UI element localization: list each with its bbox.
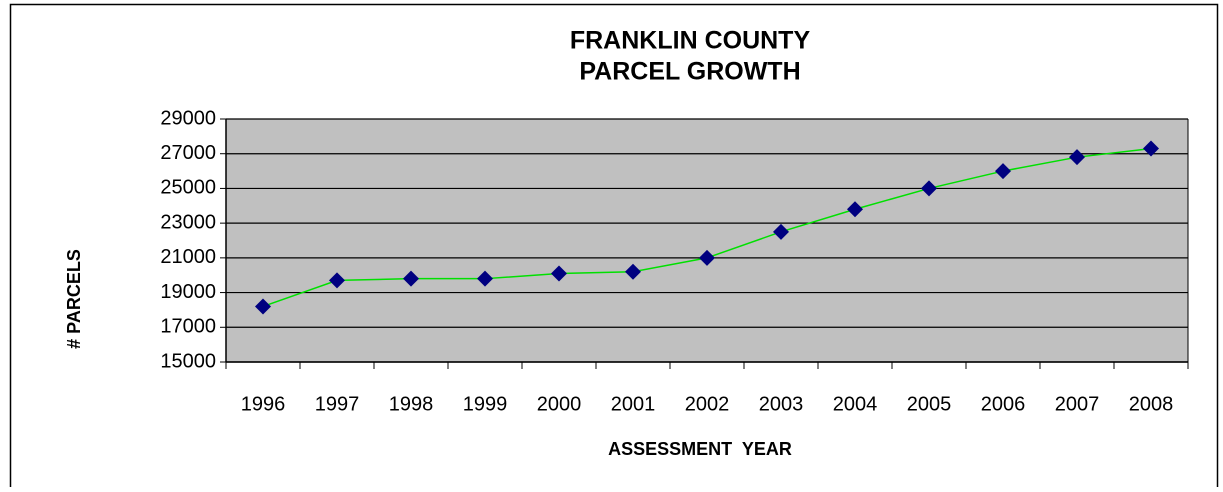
data-point <box>255 298 271 315</box>
data-point <box>477 270 493 287</box>
chart-title: FRANKLIN COUNTY <box>570 27 811 55</box>
plot-area <box>226 119 1188 362</box>
x-axis-label: ASSESSMENT YEAR <box>608 439 792 459</box>
data-point <box>329 272 345 289</box>
data-point <box>1069 149 1085 166</box>
x-tick-label: 2005 <box>907 393 952 415</box>
data-point <box>1143 140 1159 157</box>
x-tick-label: 1997 <box>315 393 360 415</box>
x-tick-label: 1999 <box>463 393 508 415</box>
x-tick-label: 2006 <box>981 393 1026 415</box>
y-tick-label: 21000 <box>160 246 216 268</box>
x-tick-label: 1998 <box>389 393 434 415</box>
x-tick-label: 2002 <box>685 393 730 415</box>
y-tick-label: 29000 <box>160 107 216 129</box>
x-tick-label: 1996 <box>241 393 286 415</box>
x-tick-label: 2004 <box>833 393 878 415</box>
data-point <box>773 223 789 240</box>
y-tick-label: 27000 <box>160 142 216 164</box>
data-point <box>995 163 1011 180</box>
x-tick-label: 2000 <box>537 393 582 415</box>
y-tick-label: 15000 <box>160 350 216 372</box>
data-point <box>699 249 715 266</box>
y-tick-label: 23000 <box>160 211 216 233</box>
chart-title: PARCEL GROWTH <box>579 58 800 86</box>
data-point <box>551 265 567 282</box>
y-axis-label: # PARCELS <box>64 249 84 349</box>
x-tick-label: 2007 <box>1055 393 1100 415</box>
y-tick-label: 19000 <box>160 281 216 303</box>
data-point <box>403 270 419 287</box>
x-tick-label: 2001 <box>611 393 656 415</box>
y-tick-label: 17000 <box>160 316 216 338</box>
x-tick-label: 2003 <box>759 393 804 415</box>
y-tick-label: 25000 <box>160 177 216 199</box>
data-point <box>625 263 641 280</box>
x-tick-label: 2008 <box>1129 393 1174 415</box>
data-point <box>847 201 863 218</box>
data-point <box>921 180 937 197</box>
chart-border <box>9 3 1219 492</box>
